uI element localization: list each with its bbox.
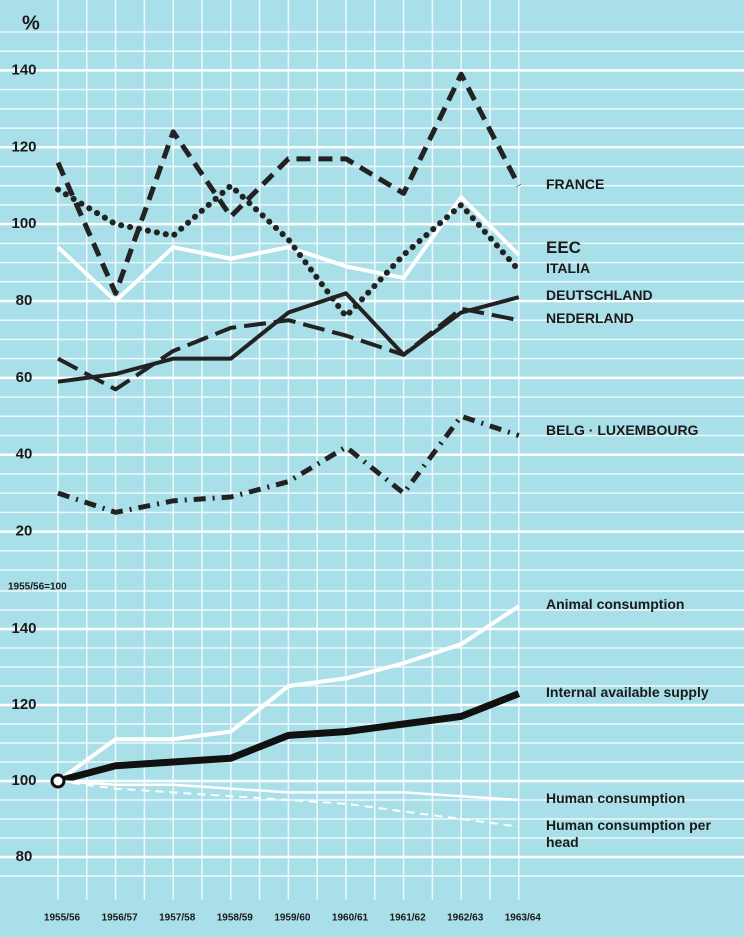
series-label-text: Human consumption per head	[546, 816, 711, 850]
y-tick-label: 140	[11, 61, 36, 78]
y-tick-label: 120	[11, 138, 36, 155]
series-label-text: DEUTSCHLAND	[546, 287, 653, 304]
series-line	[55, 182, 522, 320]
x-tick-label: 1958/59	[217, 913, 254, 924]
y-tick-label: 80	[16, 848, 33, 865]
y-tick-label: 60	[16, 369, 33, 386]
series-label: Animal consumption	[546, 596, 685, 613]
x-tick-label: 1961/62	[390, 913, 427, 924]
series-label-text: BELG · LUXEMBOURG	[546, 421, 699, 438]
series-line	[56, 604, 520, 783]
series-label-text: EEC	[546, 238, 581, 257]
y-tick-label: 140	[11, 620, 36, 637]
y-tick-label: 100	[11, 215, 36, 232]
series-label: ITALIA	[546, 260, 591, 277]
x-tick-label: 1955/56	[44, 913, 81, 924]
series-label: DEUTSCHLAND	[546, 287, 653, 304]
series-label-text: Internal available supply	[546, 683, 709, 700]
x-tick-label: 1956/57	[102, 913, 139, 924]
series-label-text: NEDERLAND	[546, 310, 634, 327]
series-line	[57, 780, 519, 828]
origin-marker	[50, 773, 66, 789]
x-tick-label: 1960/61	[332, 913, 369, 924]
x-tick-label: 1959/60	[274, 913, 311, 924]
x-tick-label: 1962/63	[447, 913, 484, 924]
x-tick-label: 1957/58	[159, 913, 196, 924]
y-axis-title: 1955/56=100	[8, 582, 67, 593]
series-label: BELG · LUXEMBOURG	[546, 421, 699, 438]
y-tick-label: 40	[16, 446, 33, 463]
series-line	[57, 690, 521, 785]
y-axis-title: %	[22, 12, 40, 34]
series-label: Internal available supply	[546, 683, 709, 700]
series-line	[57, 779, 519, 802]
series-label-text: Human consumption	[546, 790, 686, 806]
series-label: Human consumption	[546, 790, 686, 806]
y-tick-label: 120	[11, 696, 36, 713]
series-label: FRANCE	[546, 175, 605, 192]
series-line	[55, 71, 522, 296]
series-label-text: ITALIA	[546, 260, 591, 277]
series-label: Human consumption per head	[546, 816, 711, 850]
y-tick-label: 80	[16, 292, 33, 309]
series-label: EEC	[546, 238, 581, 257]
series-line	[57, 306, 520, 392]
series-label-text: FRANCE	[546, 175, 605, 192]
y-tick-label: 100	[11, 772, 36, 789]
y-tick-label: 20	[16, 523, 33, 540]
x-tick-label: 1963/64	[505, 913, 542, 924]
series-label: NEDERLAND	[546, 310, 634, 327]
series-label-text: Animal consumption	[546, 596, 685, 613]
